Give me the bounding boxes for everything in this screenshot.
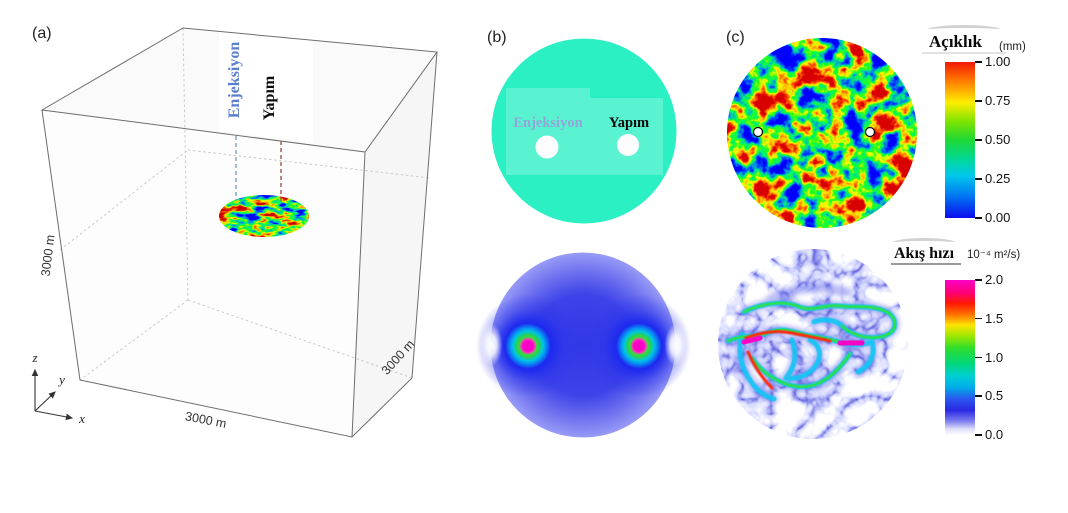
y-axis-label: y xyxy=(57,372,65,387)
tick-mark xyxy=(975,100,982,102)
panel-c-label: (c) xyxy=(726,29,745,46)
panel-b-production-label: Yapım xyxy=(609,115,649,131)
production-well-marker-c xyxy=(864,126,876,138)
velocity-tick: 1.0 xyxy=(985,349,1004,365)
flow-channels xyxy=(723,282,900,404)
uniform-aperture-disc: Enjeksiyon Yapım xyxy=(491,38,677,224)
cube-hidden-edges xyxy=(59,27,431,381)
tick-mark xyxy=(975,395,982,397)
panel-c: (c) xyxy=(718,29,917,439)
aperture-tick: 0.50 xyxy=(985,132,1011,148)
tick-mark xyxy=(975,317,982,320)
velocity-tick: 0.0 xyxy=(985,427,1004,443)
edge-label-bottom: 3000 m xyxy=(184,409,228,431)
fracture-disc xyxy=(219,195,309,237)
panel-a-production-label: Yapım xyxy=(261,75,278,120)
well-label-band xyxy=(219,24,313,143)
tick-mark xyxy=(975,279,982,281)
injection-well-marker xyxy=(535,135,559,159)
velocity-title-flourish xyxy=(893,238,955,247)
panel-b-injection-label: Enjeksiyon xyxy=(513,115,582,131)
tick-mark xyxy=(975,178,982,180)
edge-bloom-left xyxy=(480,324,503,366)
tick-mark xyxy=(975,434,982,436)
hot-spot-left xyxy=(741,335,763,345)
x-axis-arrow xyxy=(34,410,74,421)
velocity-title-underline xyxy=(891,263,961,265)
cube-front-face xyxy=(42,110,365,437)
panel-a-label: (a) xyxy=(32,25,52,42)
aperture-title-underline xyxy=(922,52,1006,54)
aperture-colorbar-unit: (mm) xyxy=(999,41,1026,53)
panel-a-injection-label: Enjeksiyon xyxy=(226,42,243,119)
channelized-flow-disc xyxy=(718,249,908,439)
cube-right-face xyxy=(352,52,437,437)
velocity-tick: 0.5 xyxy=(985,388,1004,404)
x-axis-label: x xyxy=(78,411,85,426)
edge-label-left: 3000 m xyxy=(39,234,58,277)
cube-solid-edges xyxy=(40,27,438,438)
velocity-colorbar-title: Akış hızı xyxy=(894,245,955,262)
aperture-colorbar: 1.00 0.75 0.50 0.25 0.00 xyxy=(945,54,1010,225)
heterogeneous-aperture-disc xyxy=(727,38,917,228)
panel-b: (b) Enjeksiyon Yapım xyxy=(476,29,691,438)
axis-triad xyxy=(31,368,74,421)
aperture-tick: 0.00 xyxy=(985,210,1011,226)
aperture-tick: 0.25 xyxy=(985,171,1011,187)
y-axis-arrow xyxy=(34,391,56,412)
aperture-title-flourish xyxy=(928,25,1000,34)
velocity-colorbar: 2.0 1.5 1.0 0.5 0.0 xyxy=(945,272,1003,442)
panel-a: (a) Enjeksiyon Yapım 3000 m 3000 m 3000 … xyxy=(31,24,438,438)
tick-mark xyxy=(975,217,982,219)
injection-well-marker-c xyxy=(752,126,764,138)
panel-b-label: (b) xyxy=(487,29,507,46)
velocity-tick: 2.0 xyxy=(985,272,1004,288)
aperture-colorbar-title: Açıklık xyxy=(929,32,982,51)
tick-mark xyxy=(975,356,982,359)
velocity-colorbar-unit: 10⁻⁴ m²/s) xyxy=(967,249,1021,261)
tick-mark xyxy=(975,139,982,141)
label-tint-left xyxy=(506,88,590,175)
aperture-tick: 1.00 xyxy=(985,54,1011,70)
uniform-flow-disc xyxy=(476,252,691,438)
production-well-marker xyxy=(617,134,639,156)
edge-bloom-right xyxy=(664,324,687,366)
aperture-tick: 0.75 xyxy=(985,93,1011,109)
production-flow-peak xyxy=(587,294,691,398)
z-axis-label: z xyxy=(31,350,37,365)
injection-flow-peak xyxy=(476,294,580,398)
velocity-tick: 1.5 xyxy=(985,310,1004,326)
tick-mark xyxy=(975,61,982,63)
